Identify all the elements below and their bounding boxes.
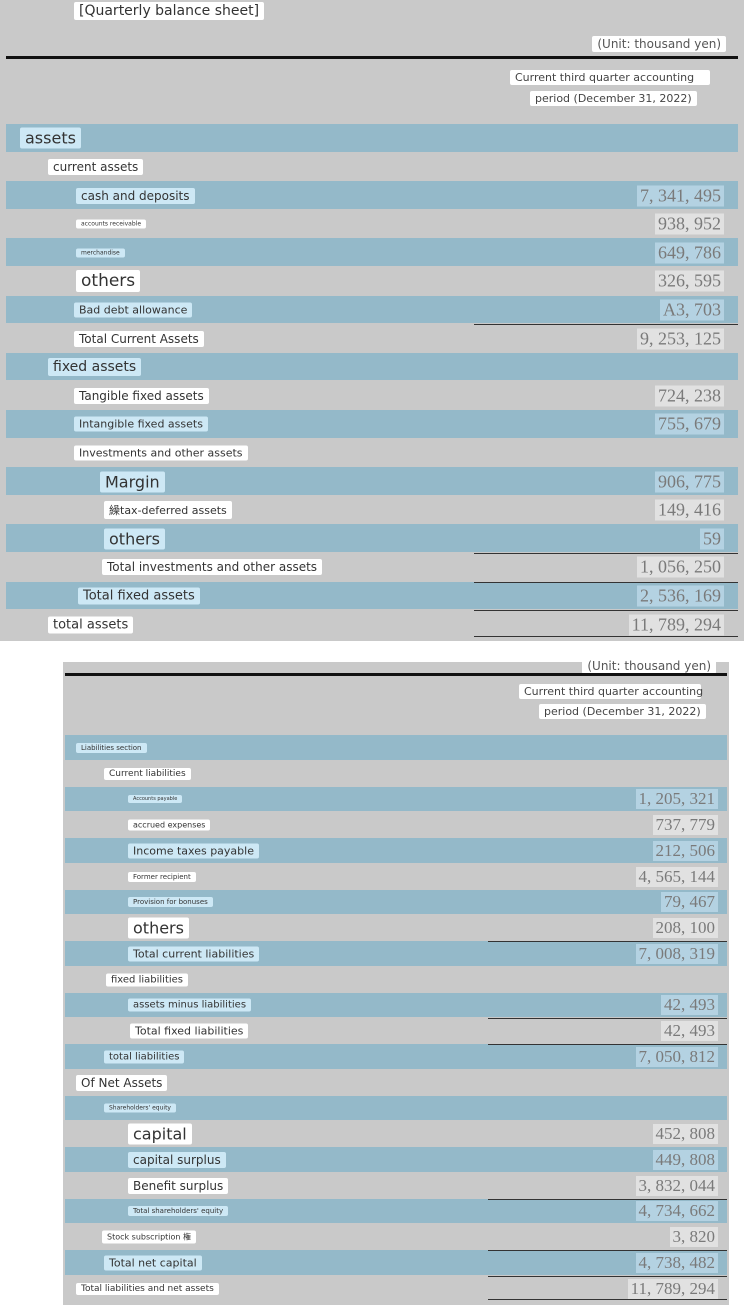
row-label: Income taxes payable bbox=[128, 843, 259, 859]
row-label: capital surplus bbox=[128, 1151, 226, 1168]
row-value: 2, 536, 169 bbox=[637, 585, 724, 607]
column-header: period (December 31, 2022) bbox=[530, 91, 697, 106]
row-label: accounts receivable bbox=[76, 219, 147, 229]
row-value: 649, 786 bbox=[655, 242, 724, 264]
total-rule bbox=[488, 1198, 727, 1200]
row-value: 11, 789, 294 bbox=[628, 614, 724, 635]
row-label: Total liabilities and net assets bbox=[76, 1282, 219, 1295]
total-rule bbox=[474, 581, 738, 583]
row-label: cash and deposits bbox=[76, 187, 195, 204]
row-value: 42, 493 bbox=[661, 995, 718, 1016]
header-rule bbox=[65, 673, 727, 676]
row-value: 4, 734, 662 bbox=[635, 1201, 718, 1222]
row-value: 79, 467 bbox=[661, 892, 718, 913]
row-value: 737, 779 bbox=[652, 815, 718, 836]
row-label: Shareholders' equity bbox=[104, 1103, 176, 1113]
row-label: total liabilities bbox=[104, 1050, 185, 1064]
row-label: Tangible fixed assets bbox=[74, 387, 209, 404]
row-value: 42, 493 bbox=[661, 1021, 718, 1042]
row-label: Stock subscription 権 bbox=[102, 1230, 197, 1244]
total-rule bbox=[488, 941, 727, 942]
row-label: Intangible fixed assets bbox=[74, 416, 208, 432]
row-label: assets minus liabilities bbox=[128, 998, 252, 1012]
row-value: 938, 952 bbox=[655, 213, 724, 235]
row-value: 59 bbox=[700, 528, 724, 550]
row-label: 繰tax-deferred assets bbox=[104, 501, 232, 520]
row-value: 326, 595 bbox=[655, 270, 724, 292]
row-label: others bbox=[104, 528, 165, 550]
row-value: 11, 789, 294 bbox=[627, 1278, 718, 1299]
column-header: Current third quarter accounting bbox=[510, 70, 710, 85]
row-label: others bbox=[76, 270, 141, 293]
row-label: Bad debt allowance bbox=[74, 302, 193, 318]
row-label: current assets bbox=[48, 158, 144, 175]
row-value: 906, 775 bbox=[655, 471, 724, 492]
row-label: Total investments and other assets bbox=[102, 559, 323, 576]
row-label: Total fixed liabilities bbox=[130, 1023, 249, 1039]
row-value: 7, 008, 319 bbox=[635, 943, 718, 964]
row-label: Liabilities section bbox=[76, 742, 147, 753]
bottom-rule bbox=[488, 1298, 727, 1300]
row-label: accrued expenses bbox=[128, 819, 211, 831]
row-label: fixed assets bbox=[48, 358, 142, 377]
row-label: others bbox=[128, 917, 189, 939]
row-label: Of Net Assets bbox=[76, 1074, 168, 1091]
row-value: 4, 738, 482 bbox=[635, 1252, 718, 1273]
row-value: 208, 100 bbox=[652, 918, 718, 939]
row-value: 9, 253, 125 bbox=[637, 328, 724, 349]
total-rule bbox=[488, 1044, 727, 1045]
row-value: 724, 238 bbox=[655, 385, 724, 407]
total-rule bbox=[474, 553, 738, 554]
row-value: A3, 703 bbox=[660, 299, 724, 321]
row-label: total assets bbox=[48, 616, 134, 633]
row-label: Total shareholders' equity bbox=[128, 1206, 229, 1217]
row-label: merchandise bbox=[76, 248, 125, 258]
row-label: Benefit surplus bbox=[128, 1177, 229, 1194]
row-value: 212, 506 bbox=[652, 840, 718, 861]
row-label: Total net capital bbox=[104, 1255, 202, 1271]
row-value: 7, 341, 495 bbox=[637, 185, 724, 206]
row-label: Total Current Assets bbox=[74, 330, 204, 347]
total-rule bbox=[474, 610, 738, 612]
column-header: period (December 31, 2022) bbox=[539, 704, 706, 719]
row-label: Current liabilities bbox=[104, 767, 191, 780]
row-label: Accounts payable bbox=[128, 795, 183, 804]
table-row bbox=[65, 735, 727, 760]
total-rule bbox=[488, 1275, 727, 1277]
row-label: Investments and other assets bbox=[74, 445, 248, 461]
unit-label: (Unit: thousand yen) bbox=[592, 36, 726, 52]
row-label: assets bbox=[20, 127, 81, 149]
table-row bbox=[6, 124, 738, 152]
row-value: 3, 820 bbox=[669, 1227, 718, 1248]
row-label: fixed liabilities bbox=[106, 973, 189, 987]
table-row bbox=[6, 238, 738, 266]
header-rule bbox=[6, 56, 738, 59]
row-label: Provision for bonuses bbox=[128, 897, 213, 908]
row-value: 3, 832, 044 bbox=[635, 1175, 718, 1196]
row-label: capital bbox=[128, 1123, 192, 1145]
total-rule bbox=[488, 1250, 727, 1251]
row-label: Total fixed assets bbox=[78, 587, 200, 605]
row-label: Former recipient bbox=[128, 871, 196, 882]
row-label: Margin bbox=[100, 471, 165, 492]
row-value: 4, 565, 144 bbox=[635, 866, 718, 887]
column-header: Current third quarter accounting bbox=[519, 684, 703, 699]
row-value: 1, 056, 250 bbox=[637, 556, 724, 578]
total-rule bbox=[488, 1018, 727, 1020]
unit-label: (Unit: thousand yen) bbox=[582, 658, 716, 674]
page-title: [Quarterly balance sheet] bbox=[74, 2, 265, 20]
row-value: 149, 416 bbox=[655, 499, 724, 521]
total-rule bbox=[474, 324, 738, 326]
row-value: 449, 808 bbox=[652, 1149, 718, 1170]
bottom-rule bbox=[474, 635, 738, 637]
row-value: 7, 050, 812 bbox=[635, 1046, 718, 1067]
row-value: 755, 679 bbox=[655, 413, 724, 435]
row-value: 452, 808 bbox=[652, 1124, 718, 1145]
row-value: 1, 205, 321 bbox=[635, 789, 718, 810]
row-label: Total current liabilities bbox=[128, 946, 260, 962]
